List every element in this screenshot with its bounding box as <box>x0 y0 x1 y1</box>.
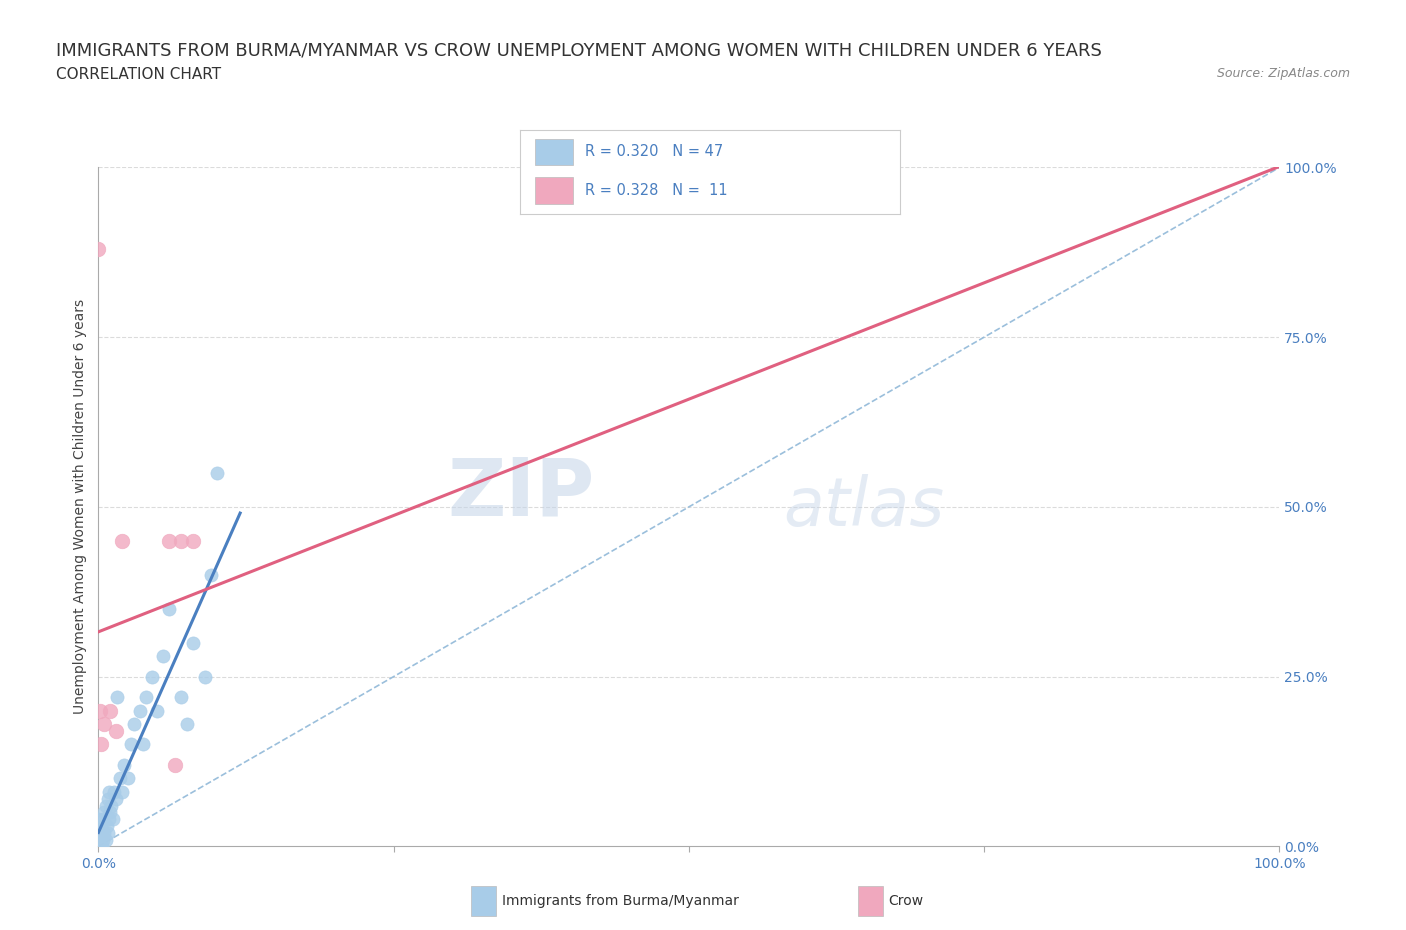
Point <box>97 825 120 840</box>
Point <box>90 832 112 847</box>
Y-axis label: Unemployment Among Women with Children Under 6 years: Unemployment Among Women with Children U… <box>73 299 87 714</box>
Point <box>157 602 180 617</box>
Point <box>194 670 217 684</box>
Point <box>132 737 155 752</box>
Point <box>152 649 174 664</box>
Point <box>87 825 110 840</box>
Point <box>157 534 180 549</box>
Point <box>170 689 193 704</box>
Point <box>181 534 204 549</box>
Point <box>176 717 198 732</box>
Point <box>94 798 117 813</box>
Point <box>90 737 112 752</box>
Point <box>141 670 163 684</box>
Text: R = 0.328   N =  11: R = 0.328 N = 11 <box>585 183 727 198</box>
Point <box>98 812 121 827</box>
Point <box>105 689 128 704</box>
Point <box>89 825 111 840</box>
Point <box>165 757 187 772</box>
Point <box>105 724 128 738</box>
Point <box>97 791 120 806</box>
Text: IMMIGRANTS FROM BURMA/MYANMAR VS CROW UNEMPLOYMENT AMONG WOMEN WITH CHILDREN UND: IMMIGRANTS FROM BURMA/MYANMAR VS CROW UN… <box>56 42 1102 60</box>
Text: atlas: atlas <box>783 474 945 539</box>
Point <box>87 812 110 827</box>
Point <box>128 703 150 718</box>
Text: R = 0.320   N = 47: R = 0.320 N = 47 <box>585 144 723 159</box>
Text: Immigrants from Burma/Myanmar: Immigrants from Burma/Myanmar <box>502 894 738 909</box>
Point <box>117 771 139 786</box>
Text: Source: ZipAtlas.com: Source: ZipAtlas.com <box>1216 67 1350 80</box>
Point <box>181 635 204 650</box>
Point <box>111 785 134 800</box>
Text: ZIP: ZIP <box>447 454 595 532</box>
Point <box>93 717 115 732</box>
FancyBboxPatch shape <box>536 139 574 166</box>
Point <box>89 839 111 854</box>
Point <box>89 703 111 718</box>
Point <box>108 771 131 786</box>
Point <box>135 689 157 704</box>
Point <box>87 832 110 847</box>
Point <box>112 757 135 772</box>
Point <box>91 812 114 827</box>
Point <box>122 717 145 732</box>
Point <box>105 791 128 806</box>
Point <box>103 785 125 800</box>
Point <box>98 703 121 718</box>
Text: CORRELATION CHART: CORRELATION CHART <box>56 67 221 82</box>
Point <box>200 567 222 582</box>
Point <box>91 839 114 854</box>
Point <box>111 534 134 549</box>
Point <box>87 242 110 257</box>
Point <box>94 832 117 847</box>
Point <box>98 785 121 800</box>
FancyBboxPatch shape <box>536 177 574 204</box>
Point <box>87 839 110 854</box>
Point <box>170 534 193 549</box>
Point <box>101 812 124 827</box>
Point <box>93 805 115 820</box>
Point <box>93 825 115 840</box>
Point <box>98 805 121 820</box>
Point <box>121 737 143 752</box>
Point <box>90 818 112 833</box>
Point <box>87 818 110 833</box>
Text: Crow: Crow <box>889 894 924 909</box>
Point <box>205 466 228 481</box>
Point <box>91 825 114 840</box>
Point <box>96 818 118 833</box>
Point <box>146 703 169 718</box>
Point <box>100 798 122 813</box>
Point <box>91 832 114 847</box>
